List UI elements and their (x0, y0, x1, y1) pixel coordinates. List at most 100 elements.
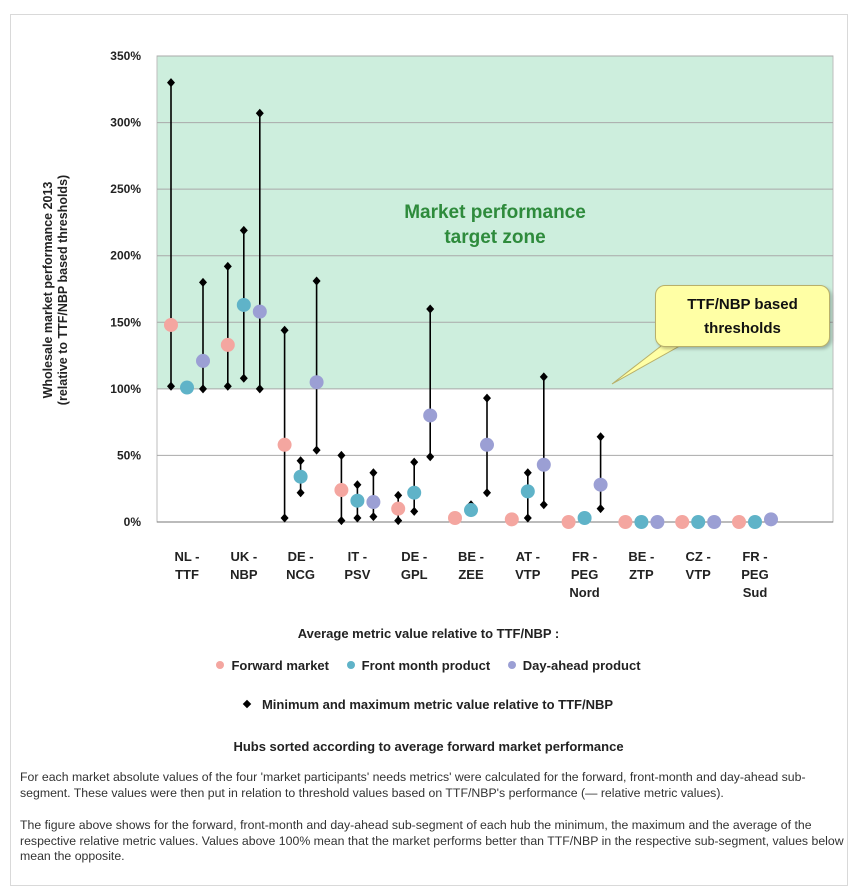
range-marker (483, 393, 491, 403)
y-tick-label: 150% (110, 315, 141, 329)
range-marker (337, 450, 346, 460)
range-marker (410, 506, 419, 516)
legend-label-day-ahead: Day-ahead product (522, 658, 641, 673)
x-tick-label: IT - (348, 549, 368, 564)
x-tick-label: DE - (288, 549, 314, 564)
x-tick-label: FR - (742, 549, 767, 564)
x-tick-label: VTP (515, 567, 541, 582)
range-marker (280, 513, 289, 523)
data-point (334, 483, 349, 498)
range-marker (523, 468, 532, 478)
x-tick-label: Sud (743, 585, 768, 600)
legend-title: Average metric value relative to TTF/NBP… (297, 626, 560, 641)
y-tick-label: 300% (110, 116, 141, 130)
data-point (407, 485, 422, 500)
range-marker (426, 304, 435, 314)
data-point (277, 437, 292, 452)
range-marker (296, 488, 305, 498)
legend-label-forward: Forward market (231, 658, 329, 673)
x-tick-label: NBP (230, 567, 258, 582)
x-tick-label: GPL (401, 567, 428, 582)
x-tick-label: BE - (628, 549, 654, 564)
range-marker (167, 78, 175, 88)
legend-item-forward: Forward market (216, 658, 329, 673)
legend-dot-day-ahead (507, 661, 516, 669)
data-point (634, 515, 649, 529)
data-point (618, 515, 633, 529)
data-point (561, 515, 576, 529)
x-tick-label: BE - (458, 549, 484, 564)
x-tick-label: NL - (174, 549, 199, 564)
legend-minmax: Minimum and maximum metric value relativ… (0, 697, 857, 712)
legend-label-front-month: Front month product (361, 658, 491, 673)
data-point (309, 375, 324, 390)
range-marker (337, 516, 346, 526)
range-marker (410, 457, 419, 467)
data-point (520, 484, 535, 499)
target-zone-label-line2: target zone (444, 227, 545, 248)
range-marker (312, 276, 321, 286)
data-point (593, 477, 608, 492)
y-tick-label: 50% (117, 448, 141, 462)
data-point (504, 512, 519, 527)
range-marker (167, 381, 175, 391)
range-marker (255, 108, 264, 118)
range-marker (353, 480, 362, 490)
range-marker (280, 325, 289, 335)
description-paragraph-2: The figure above shows for the forward, … (20, 818, 844, 863)
data-point (220, 337, 235, 352)
data-point (252, 304, 267, 319)
range-marker (523, 513, 532, 523)
range-marker (483, 488, 491, 498)
x-tick-label: FR - (572, 549, 597, 564)
data-point (423, 408, 438, 423)
y-tick-label: 0% (124, 515, 142, 529)
y-tick-label: 200% (110, 249, 141, 263)
legend-item-day-ahead: Day-ahead product (507, 658, 641, 673)
data-point (164, 317, 178, 332)
data-point (707, 515, 722, 529)
data-point (366, 495, 381, 510)
data-point (293, 469, 308, 484)
description-paragraph-1: For each market absolute values of the f… (20, 770, 806, 800)
data-point (675, 515, 690, 529)
x-tick-label: TTF (175, 567, 199, 582)
range-marker (394, 490, 403, 500)
target-zone-label-line1: Market performance (404, 202, 586, 223)
range-marker (596, 504, 605, 514)
data-point (236, 297, 251, 312)
callout-line2: thresholds (704, 320, 781, 337)
data-point (464, 503, 478, 518)
x-tick-label: Nord (569, 585, 599, 600)
range-marker (312, 445, 321, 455)
x-tick-label: ZTP (629, 567, 654, 582)
range-marker (199, 277, 207, 287)
data-point (180, 380, 194, 395)
legend-dot-front-month (346, 661, 355, 669)
data-point (732, 515, 746, 529)
y-tick-label: 350% (110, 49, 141, 63)
diamond-icon (242, 699, 252, 709)
x-tick-label: PEG (741, 567, 768, 582)
x-tick-label: PEG (571, 567, 598, 582)
data-point (536, 457, 551, 472)
range-marker (239, 373, 248, 383)
x-tick-label: AT - (516, 549, 540, 564)
data-point (650, 515, 665, 529)
y-axis-label: Wholesale market performance 2013 (41, 182, 55, 399)
range-marker (426, 452, 435, 462)
legend-minmax-label: Minimum and maximum metric value relativ… (261, 697, 614, 712)
y-tick-label: 250% (110, 182, 141, 196)
x-tick-label: NCG (286, 567, 315, 582)
sort-note: Hubs sorted according to average forward… (233, 739, 624, 754)
y-axis-label-secondary: (relative to TTF/NBP based thresholds) (56, 175, 70, 405)
data-point (196, 353, 210, 368)
x-tick-label: CZ - (686, 549, 711, 564)
legend-series: Forward market Front month product Day-a… (0, 658, 857, 673)
x-tick-label: VTP (686, 567, 712, 582)
x-tick-label: UK - (230, 549, 257, 564)
x-tick-label: ZEE (458, 567, 484, 582)
data-point (480, 437, 494, 452)
data-point (764, 512, 778, 527)
range-marker (369, 468, 378, 478)
